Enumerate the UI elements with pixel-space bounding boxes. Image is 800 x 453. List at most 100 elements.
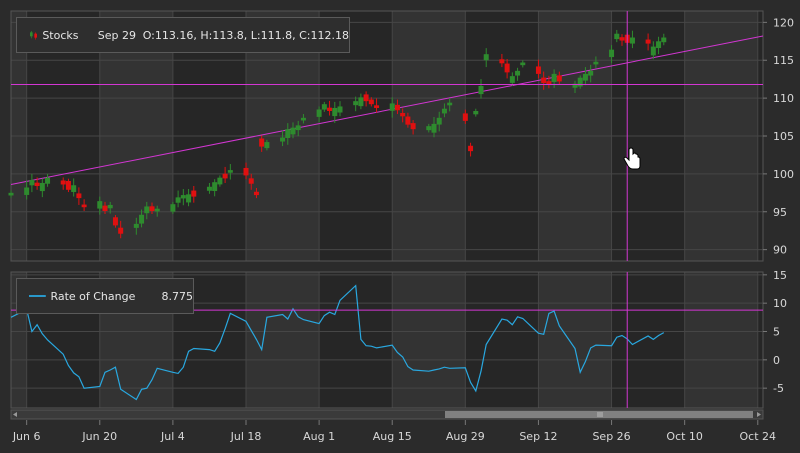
candle-body xyxy=(39,182,45,192)
price-tick-label: 120 xyxy=(773,16,794,29)
candle-body xyxy=(60,180,66,185)
candle-body xyxy=(462,113,468,121)
candle-body xyxy=(656,41,662,49)
candle-body xyxy=(337,106,343,113)
candle-body xyxy=(180,195,186,199)
candle-body xyxy=(363,94,369,102)
candle-body xyxy=(285,129,291,138)
roc-band xyxy=(611,272,685,408)
stock-legend: Stocks Sep 29 O:113.16, H:113.8, L:111.8… xyxy=(16,17,350,53)
candle-body xyxy=(227,170,233,173)
roc-tick-label: -5 xyxy=(773,382,784,395)
candle-body xyxy=(97,201,103,209)
scrollbar-track xyxy=(10,409,764,420)
candle-body xyxy=(253,191,259,196)
roc-band xyxy=(319,272,393,408)
candle-body xyxy=(515,70,521,76)
background-bands xyxy=(11,11,763,408)
scroll-right-arrow xyxy=(757,412,761,417)
candle-body xyxy=(504,63,510,73)
date-tick-label: Aug 29 xyxy=(446,430,485,443)
legend-ohlc: O:113.16, H:113.8, L:111.8, C:112.18 xyxy=(142,28,349,42)
candle-body xyxy=(327,107,333,111)
candle-body xyxy=(619,37,625,41)
candle-body xyxy=(405,116,411,125)
roc-axis: -5 0 5 10 15 xyxy=(763,269,787,395)
candle-body xyxy=(447,102,453,106)
candle-body xyxy=(321,104,327,110)
legend-series-name: Stocks xyxy=(42,28,79,42)
hand-cursor-shape xyxy=(623,147,641,170)
roc-band xyxy=(757,272,763,408)
candle-body xyxy=(400,112,406,117)
candle-body xyxy=(468,145,474,152)
candle-body xyxy=(629,37,635,44)
candle-body xyxy=(139,214,145,224)
date-tick-label: Jun 6 xyxy=(12,430,41,443)
candle-body xyxy=(645,39,651,44)
date-tick-label: Jul 18 xyxy=(230,430,262,443)
roc-legend: Rate of Change 8.775 xyxy=(16,278,194,314)
date-tick-label: Sep 26 xyxy=(592,430,630,443)
candle-body xyxy=(8,192,14,196)
candle-body xyxy=(76,193,82,199)
pane-border xyxy=(10,271,764,409)
candle-body xyxy=(170,204,176,212)
candle-body xyxy=(45,177,51,184)
candle-body xyxy=(34,182,40,186)
rate-of-change-line[interactable] xyxy=(10,284,665,401)
candle-body xyxy=(280,137,286,142)
candle-body xyxy=(149,206,155,211)
date-tick-label: Oct 10 xyxy=(666,430,703,443)
candle-body xyxy=(614,33,620,40)
candlestick-series[interactable] xyxy=(8,29,667,239)
horizontal-scrollbar[interactable] xyxy=(10,409,764,420)
candle-body xyxy=(154,208,160,212)
candle-body xyxy=(175,197,181,203)
price-tick-label: 95 xyxy=(773,206,787,219)
candle-body xyxy=(259,138,265,147)
date-tick-label: Oct 24 xyxy=(740,430,777,443)
candle-body xyxy=(144,206,150,214)
candle-body xyxy=(551,73,557,82)
date-tick-label: Aug 15 xyxy=(373,430,412,443)
candle-body xyxy=(118,227,124,234)
candle-body xyxy=(65,181,71,190)
candle-body xyxy=(394,104,400,111)
legend-date: Sep 29 xyxy=(97,28,137,42)
candle-body xyxy=(588,70,594,76)
candle-body xyxy=(290,127,296,135)
candle-body xyxy=(483,54,489,61)
candle-body xyxy=(499,59,505,64)
date-tick-label: Jul 4 xyxy=(160,430,185,443)
candle-body xyxy=(593,61,599,65)
candle-body xyxy=(431,123,437,133)
candle-body xyxy=(112,217,118,226)
price-tick-label: 105 xyxy=(773,130,794,143)
candle-body xyxy=(191,190,197,197)
candle-body xyxy=(186,194,192,203)
candle-body xyxy=(24,187,30,195)
roc-band xyxy=(392,272,466,408)
candle-body xyxy=(217,177,223,185)
candle-body xyxy=(222,173,228,179)
legend-roc-value: 8.775 xyxy=(161,289,193,303)
roc-tick-label: 10 xyxy=(773,297,787,310)
candle-body xyxy=(389,103,395,111)
candle-body xyxy=(295,125,301,131)
candle-body xyxy=(368,99,374,105)
roc-tick-label: 5 xyxy=(773,326,780,339)
scrollbar-thumb xyxy=(445,411,753,418)
candlestick-icon xyxy=(29,31,37,40)
candle-body xyxy=(535,66,541,74)
candle-body xyxy=(374,105,380,108)
candle-body xyxy=(609,49,615,58)
candle-body xyxy=(71,185,77,192)
candle-body xyxy=(353,101,359,106)
candle-body xyxy=(248,178,254,184)
candle-body xyxy=(243,167,249,176)
candle-body xyxy=(473,111,479,115)
price-tick-label: 100 xyxy=(773,168,794,181)
